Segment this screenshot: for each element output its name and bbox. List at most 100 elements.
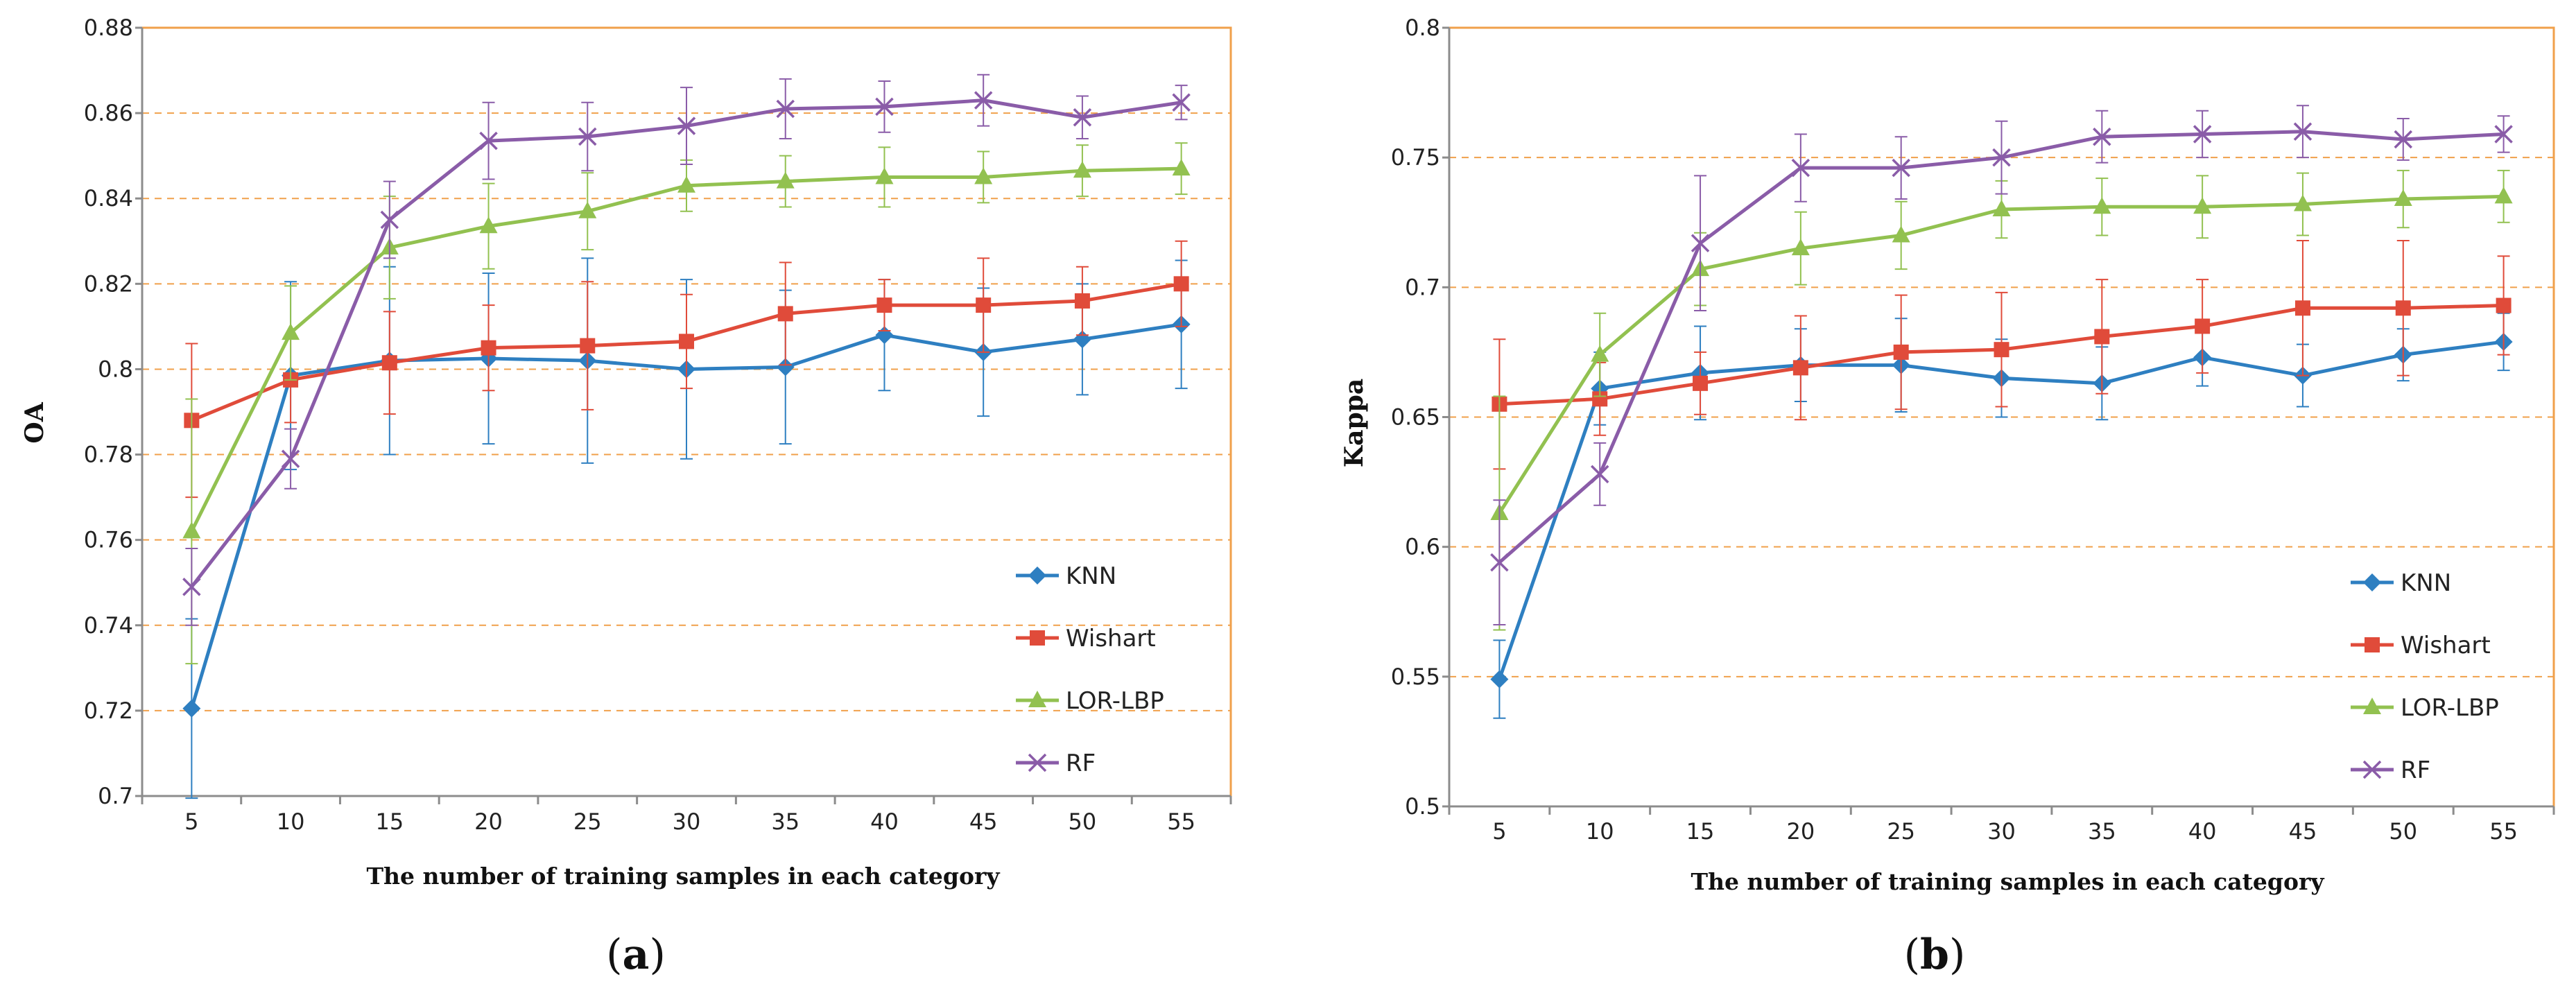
data-point	[182, 578, 201, 596]
data-point	[2293, 122, 2313, 141]
data-point	[679, 334, 694, 349]
legend-item: RF	[1016, 750, 1096, 777]
x-tick-label: 20	[474, 808, 503, 835]
y-tick-label: 0.76	[84, 527, 133, 553]
x-tick-label: 55	[2489, 818, 2518, 845]
legend-marker	[1028, 753, 1047, 772]
x-tick-label: 45	[2289, 818, 2317, 845]
y-tick-label: 0.7	[98, 783, 133, 809]
x-tick-label: 25	[1887, 818, 1915, 845]
legend-marker	[1030, 630, 1045, 646]
data-point	[578, 201, 597, 218]
x-tick-label: 15	[375, 808, 404, 835]
panel-label-open: (	[606, 931, 622, 979]
data-point	[2394, 189, 2412, 207]
data-point	[182, 521, 201, 539]
x-tick-label: 45	[969, 808, 998, 835]
y-tick-label: 0.88	[84, 15, 133, 41]
data-point	[1893, 344, 1909, 360]
data-point	[1490, 553, 1509, 572]
legend-label: Wishart	[2401, 632, 2491, 659]
x-tick-label: 30	[1987, 818, 2016, 845]
data-point	[1172, 159, 1191, 176]
legend: KNN Wishart LOR-LBP RF	[2351, 569, 2499, 784]
data-point	[2394, 130, 2413, 149]
data-point	[2496, 297, 2512, 313]
legend-marker	[2363, 573, 2381, 591]
data-point	[2294, 300, 2310, 316]
y-tick-label: 0.8	[98, 356, 133, 382]
data-point	[381, 355, 397, 371]
data-point	[1693, 375, 1709, 391]
data-point	[677, 175, 695, 193]
panel-label: (b)	[1904, 931, 1966, 979]
data-point	[578, 127, 597, 146]
data-point	[1992, 200, 2011, 217]
data-point	[281, 449, 300, 468]
legend-marker	[2363, 698, 2381, 714]
data-point	[974, 167, 993, 184]
data-point	[1074, 293, 1090, 309]
data-point	[1892, 225, 1910, 243]
data-point	[1892, 158, 1910, 178]
panel-label-open: (	[1904, 931, 1920, 979]
chart-panel-b: Kappa The number of training samples in …	[1340, 15, 2555, 979]
data-point	[777, 306, 793, 322]
legend-item: Wishart	[2351, 632, 2491, 659]
data-point	[1592, 391, 1608, 407]
legend-marker	[2365, 637, 2380, 652]
legend-marker	[1028, 691, 1046, 707]
x-tick-label: 20	[1787, 818, 1815, 845]
x-tick-label: 55	[1167, 808, 1195, 835]
y-tick-label: 0.55	[1391, 664, 1440, 690]
data-point	[2193, 125, 2212, 144]
data-point	[481, 340, 496, 356]
y-tick-label: 0.72	[84, 698, 133, 724]
series-rf	[1490, 105, 2513, 625]
x-tick-label: 10	[1586, 818, 1614, 845]
data-point	[1172, 93, 1191, 112]
data-point	[2293, 194, 2312, 211]
data-point	[1591, 345, 1609, 362]
legend-label: KNN	[2401, 569, 2451, 597]
x-tick-label: 5	[184, 808, 198, 835]
data-point	[580, 338, 596, 354]
y-tick-label: 0.65	[1391, 404, 1440, 431]
legend-marker	[2362, 760, 2382, 779]
data-point	[677, 116, 696, 135]
data-point	[1173, 276, 1189, 292]
legend-label: KNN	[1066, 562, 1116, 590]
panel-label-close: )	[1949, 931, 1965, 979]
series-wishart	[1492, 239, 2512, 470]
x-tick-label: 25	[573, 808, 602, 835]
data-point	[479, 216, 498, 234]
data-point	[2494, 187, 2513, 204]
y-axis-title: OA	[20, 401, 49, 443]
data-point	[776, 171, 795, 189]
y-tick-label: 0.8	[1405, 15, 1440, 41]
x-tick-label: 5	[1492, 818, 1506, 845]
data-point	[1791, 158, 1810, 178]
data-point	[976, 297, 992, 313]
legend-label: Wishart	[1066, 625, 1156, 652]
panel-label-letter: a	[623, 931, 650, 979]
data-point	[1073, 108, 1092, 127]
data-point	[2195, 318, 2211, 334]
data-point	[1073, 161, 1091, 178]
x-tick-label: 35	[771, 808, 799, 835]
data-point	[380, 210, 399, 230]
data-point	[2395, 300, 2411, 316]
data-point	[479, 131, 498, 150]
data-point	[1992, 148, 2011, 167]
x-tick-label: 50	[1069, 808, 1097, 835]
data-point	[776, 358, 795, 377]
x-tick-label: 40	[2188, 818, 2217, 845]
data-point	[2094, 329, 2110, 345]
y-tick-label: 0.5	[1405, 793, 1440, 820]
data-point	[1490, 670, 1509, 689]
data-point	[876, 297, 892, 313]
x-tick-label: 50	[2389, 818, 2417, 845]
data-point	[1590, 465, 1609, 484]
y-tick-label: 0.75	[1391, 144, 1440, 171]
